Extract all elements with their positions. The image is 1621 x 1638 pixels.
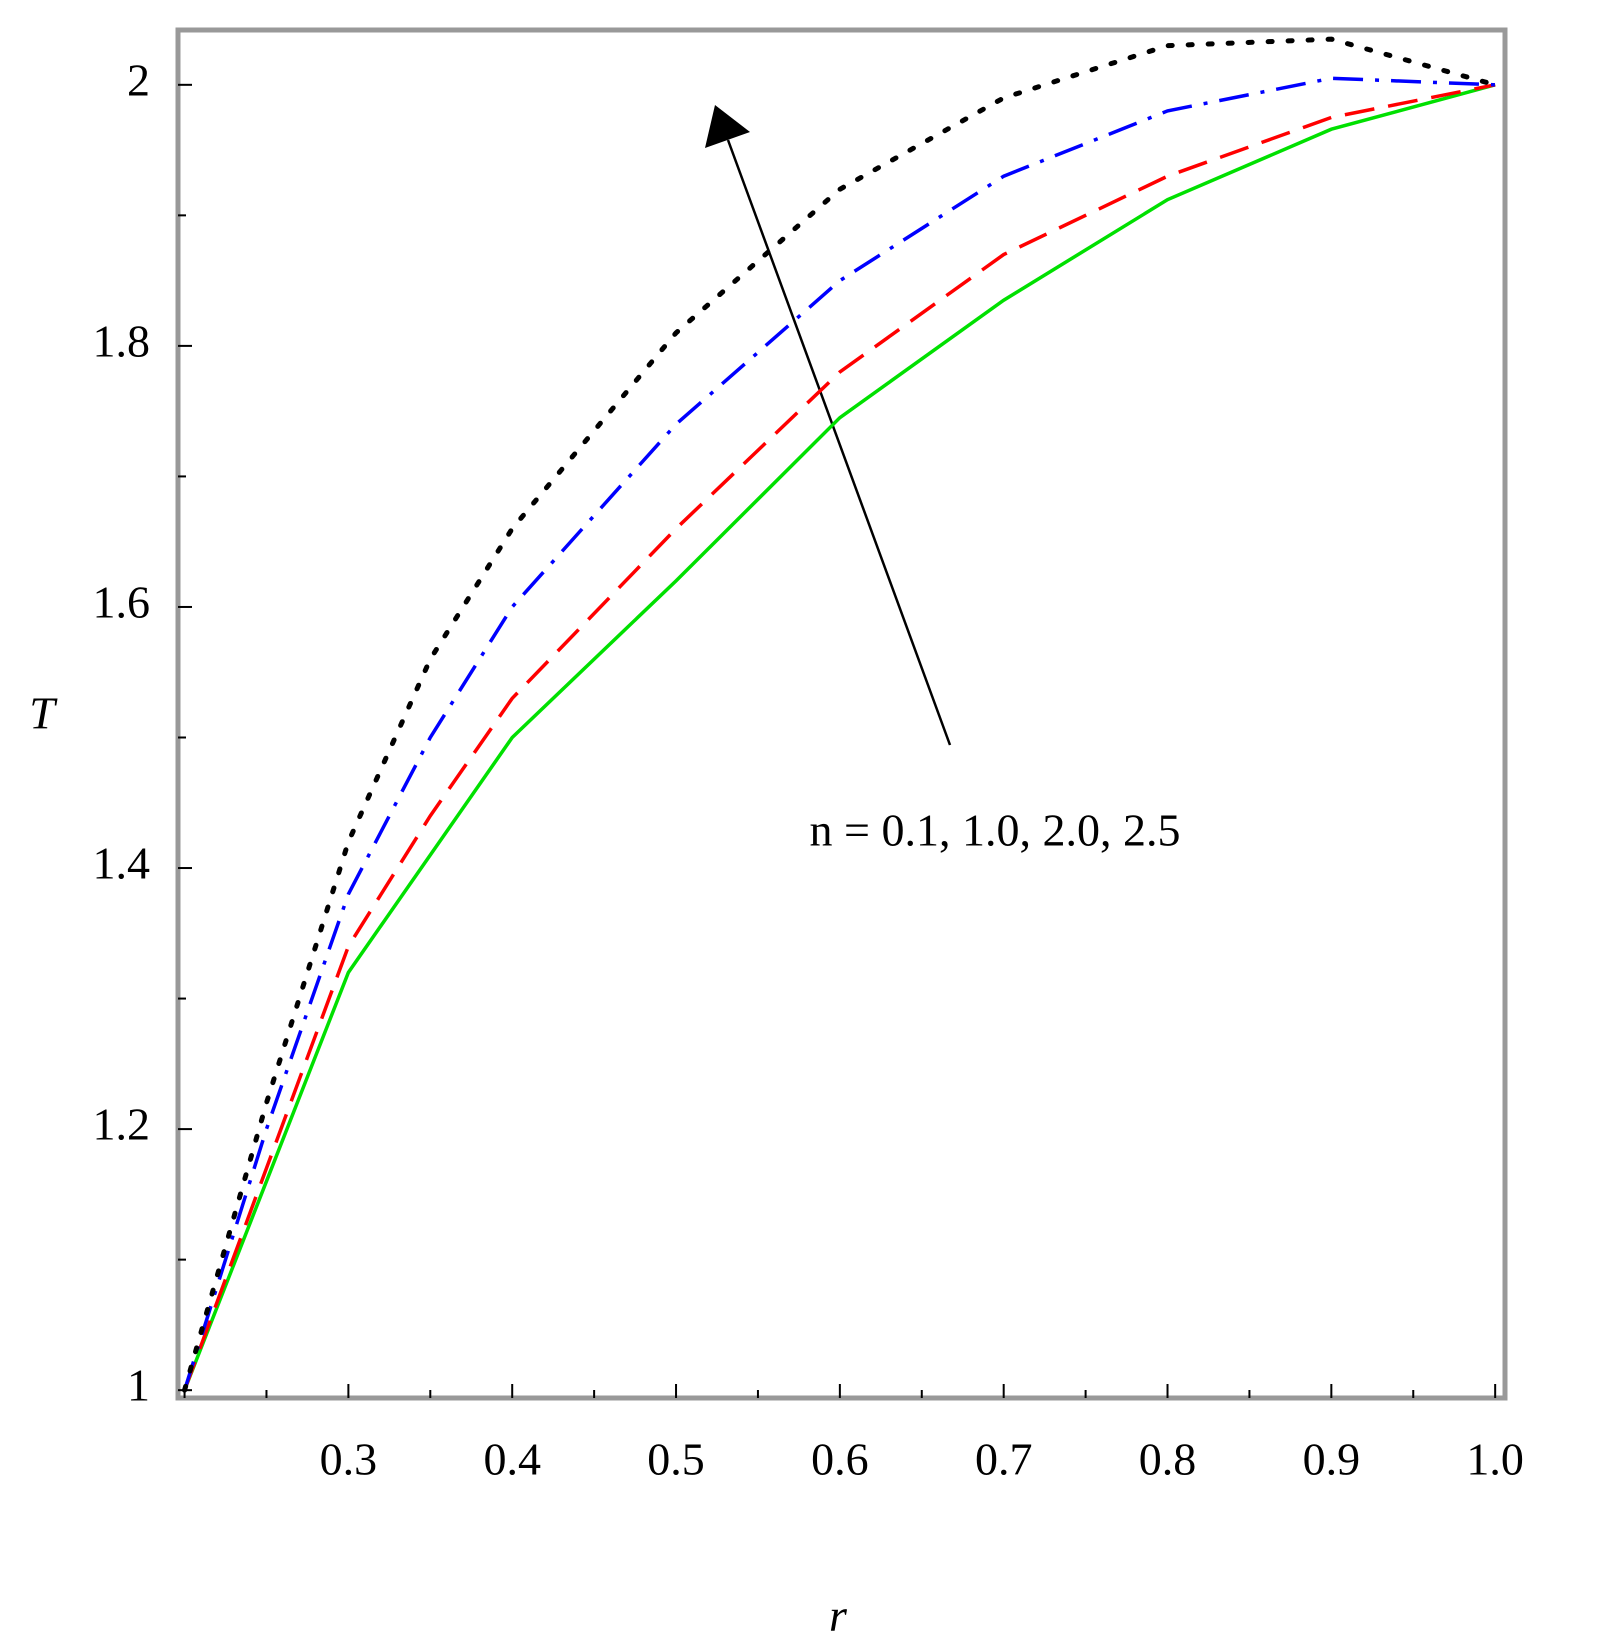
plot-frame [175,27,1508,1401]
series-line [182,76,1496,1391]
y-tick-label: 1.4 [93,838,151,889]
arrow-head [705,105,750,148]
x-tick-label: 1.0 [1466,1434,1524,1485]
series-line [182,83,1496,1391]
x-tick-label: 0.4 [483,1434,541,1485]
x-axis-label: r [829,1590,848,1638]
x-tick-label: 0.6 [811,1434,869,1485]
y-tick-label: 2 [127,54,150,105]
x-tick-label: 0.3 [320,1434,378,1485]
y-axis-label: T [29,688,58,739]
annotation: n = 0.1, 1.0, 2.0, 2.5 [810,805,1181,856]
x-tick-label: 0.9 [1303,1434,1361,1485]
series-line [182,83,1496,1391]
y-tick-label: 1 [127,1360,150,1411]
x-tick-label: 0.8 [1139,1434,1197,1485]
arrow-shaft [726,139,952,746]
series-line [182,36,1498,1393]
x-tick-label: 0.5 [647,1434,705,1485]
x-tick-label: 0.7 [975,1434,1033,1485]
y-tick-label: 1.8 [93,315,151,366]
y-tick-label: 1.2 [93,1099,151,1150]
y-tick-label: 1.6 [93,577,151,628]
